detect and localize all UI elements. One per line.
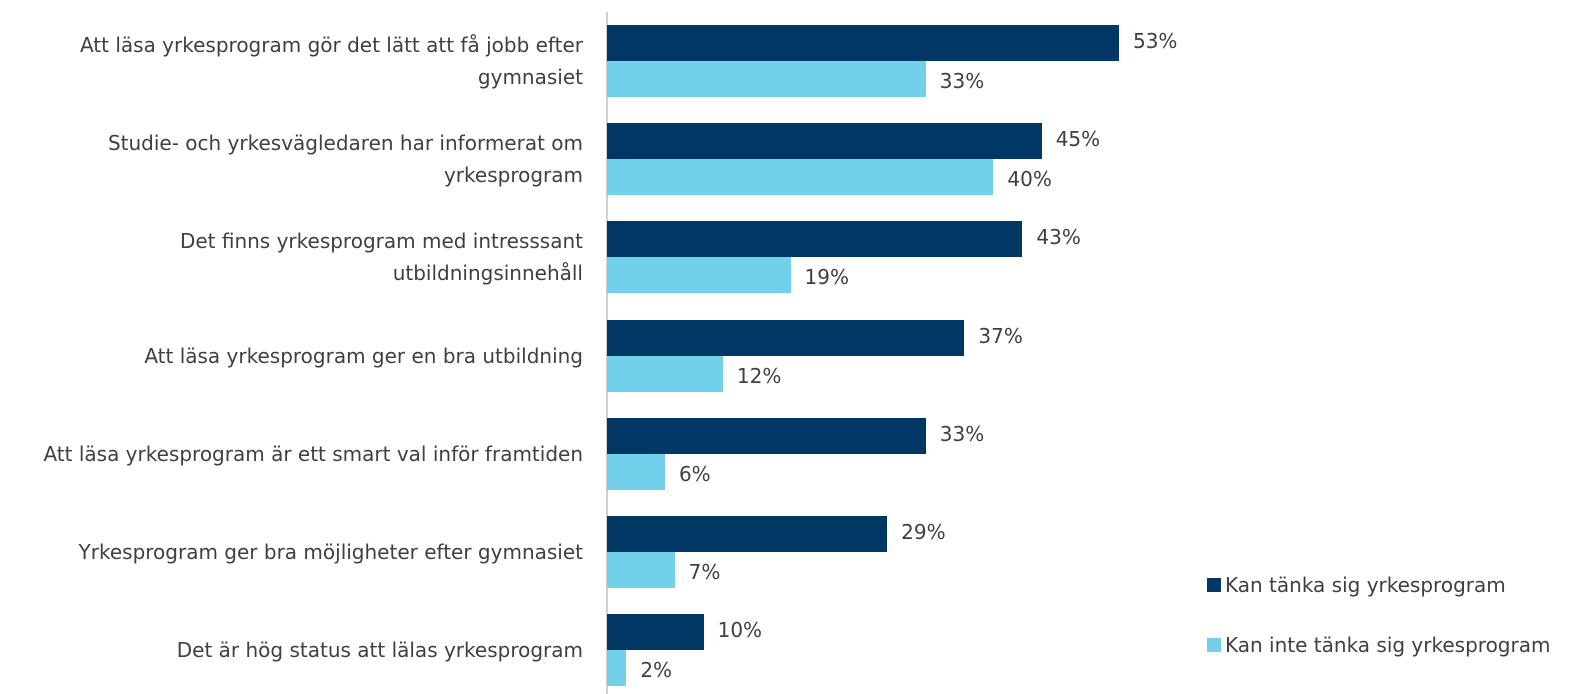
bar — [607, 159, 994, 196]
bar — [607, 123, 1042, 160]
value-label: 12% — [736, 363, 782, 388]
category-label: Det är hög status att lälas yrkesprogram — [176, 638, 583, 663]
value-label: 40% — [1007, 167, 1052, 192]
legend-swatch — [1207, 638, 1221, 652]
bar — [607, 25, 1119, 61]
value-label: 53% — [1132, 29, 1178, 53]
bar — [607, 355, 723, 392]
bar — [607, 552, 675, 588]
value-label: 19% — [804, 265, 849, 290]
value-label: 6% — [678, 461, 711, 486]
value-label: 2% — [640, 658, 673, 683]
legend-swatch — [1207, 578, 1221, 592]
bar — [607, 61, 926, 97]
bar — [607, 257, 791, 294]
bar — [607, 319, 965, 356]
value-label: 33% — [939, 421, 985, 446]
category-label: Att läsa yrkesprogram gör det lätt att f… — [79, 33, 583, 89]
legend-label: Kan tänka sig yrkesprogram — [1225, 573, 1506, 597]
category-label: Att läsa yrkesprogram är ett smart val i… — [43, 441, 583, 466]
value-label: 43% — [1036, 225, 1081, 250]
category-label: Yrkesprogram ger bra möjligheter efter g… — [78, 540, 583, 564]
bar — [607, 650, 627, 687]
bar — [607, 221, 1023, 258]
legend-label: Kan inte tänka sig yrkesprogram — [1225, 633, 1551, 657]
bar — [607, 614, 704, 651]
bar — [607, 417, 926, 454]
value-label: 29% — [901, 520, 946, 544]
category-label: Att läsa yrkesprogram ger en bra utbildn… — [144, 343, 583, 368]
bar — [607, 516, 888, 552]
bar — [607, 453, 665, 490]
value-label: 7% — [688, 560, 721, 584]
value-label: 37% — [978, 323, 1023, 348]
value-label: 45% — [1055, 127, 1101, 152]
category-label: Studie- och yrkesvägledaren har informer… — [107, 131, 583, 188]
value-label: 10% — [717, 618, 763, 643]
category-label: Det finns yrkesprogram med intresssant u… — [179, 229, 583, 286]
value-label: 33% — [939, 69, 985, 93]
